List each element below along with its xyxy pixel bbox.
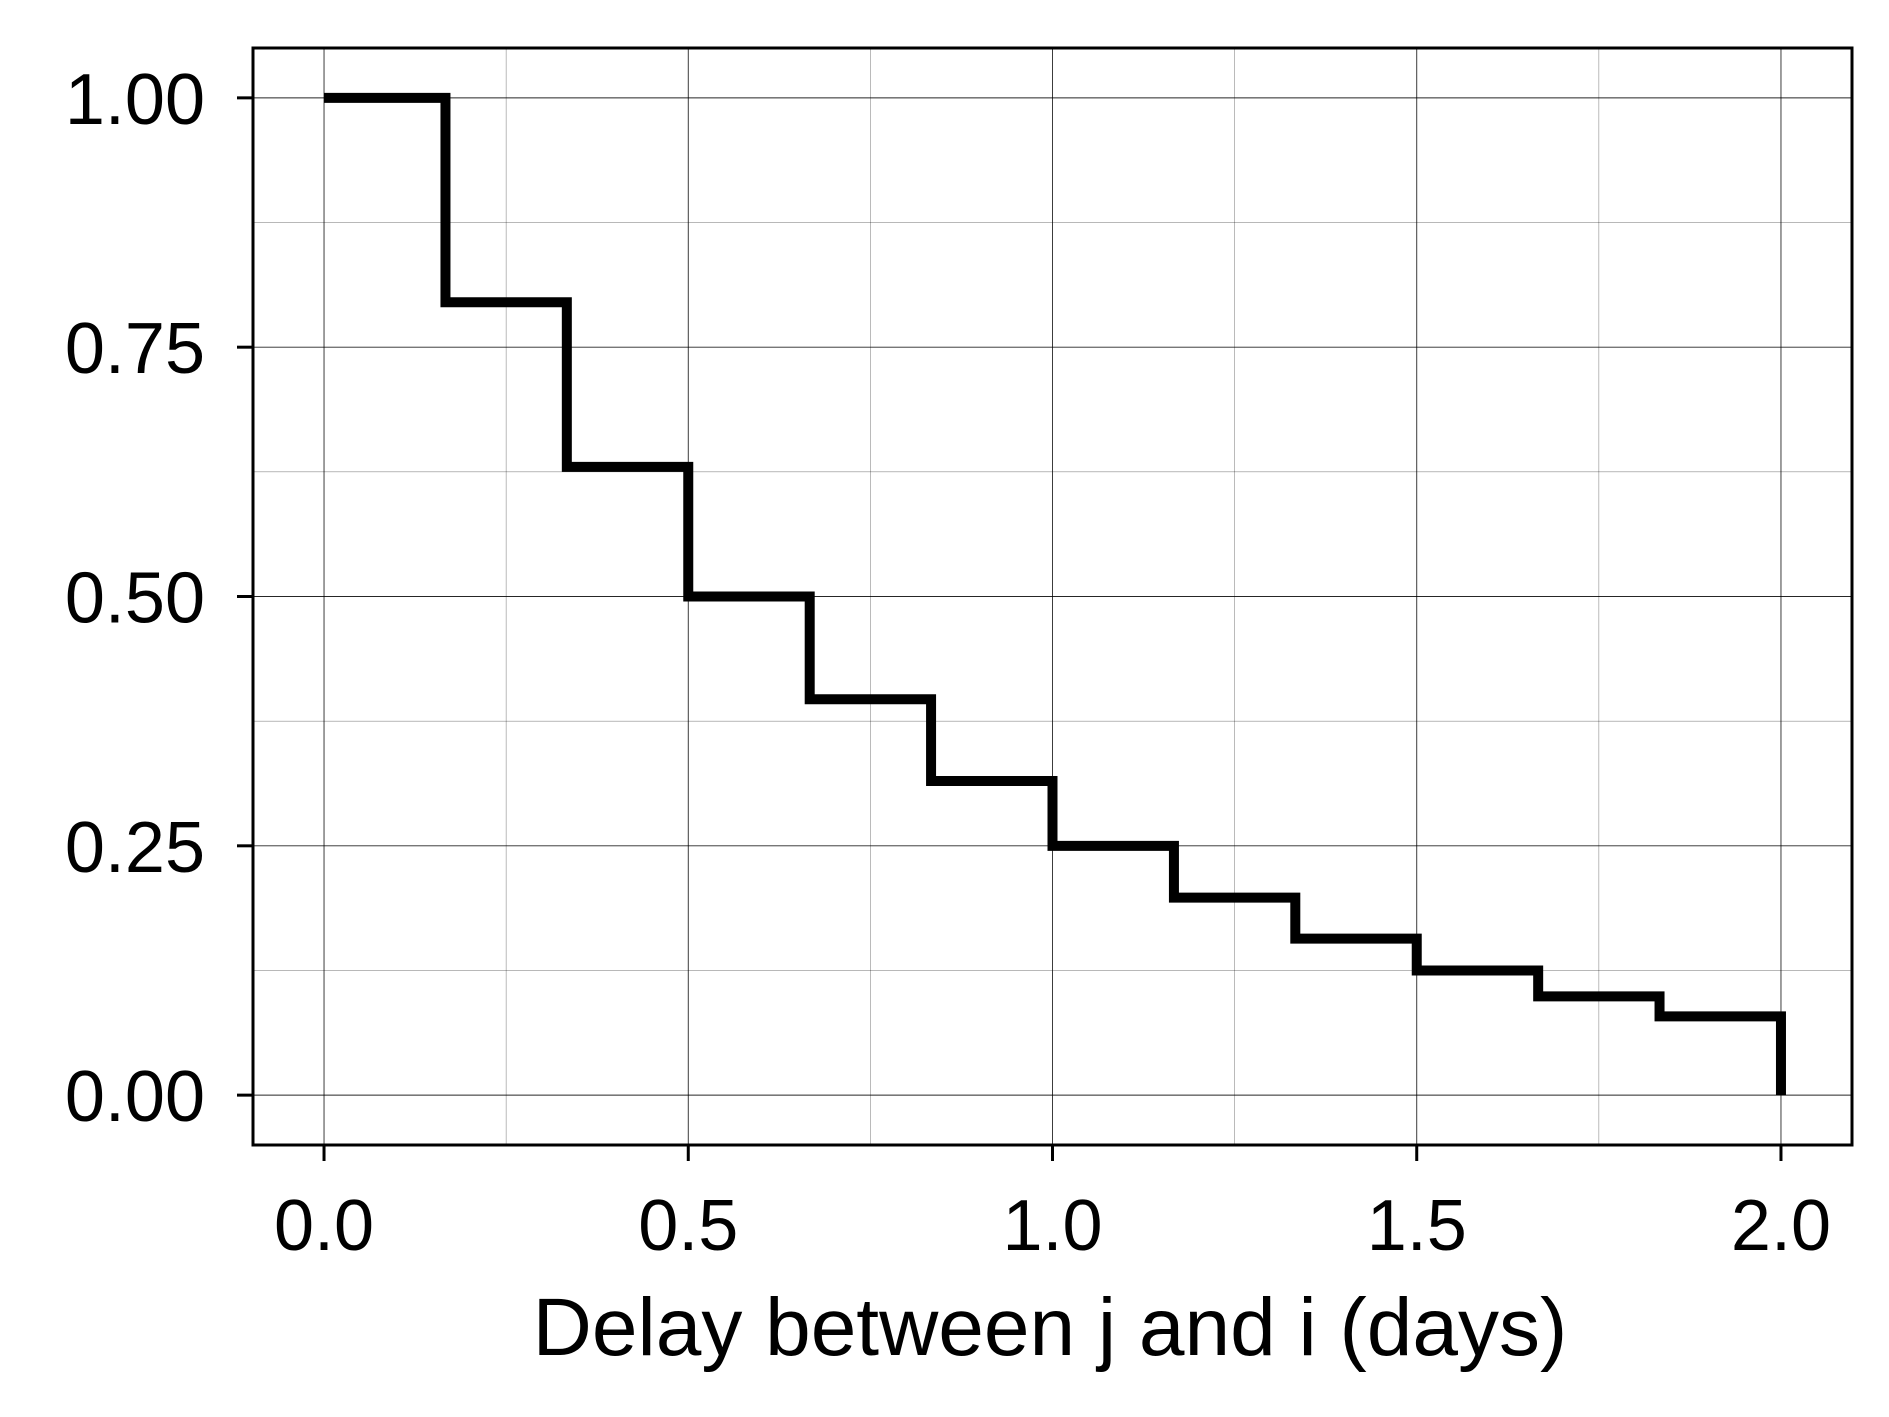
x-tick-label: 1.5 bbox=[1367, 1186, 1467, 1266]
x-tick-label: 0.5 bbox=[638, 1186, 738, 1266]
y-tick-label: 0.50 bbox=[65, 559, 205, 639]
y-tick-label: 1.00 bbox=[65, 60, 205, 140]
y-tick-label: 0.25 bbox=[65, 808, 205, 888]
x-tick-label: 2.0 bbox=[1731, 1186, 1831, 1266]
y-tick-label: 0.00 bbox=[65, 1057, 205, 1137]
series-layer bbox=[324, 92, 1786, 1096]
y-tick-label: 0.75 bbox=[65, 309, 205, 389]
x-axis-title: Delay between j and i (days) bbox=[533, 1282, 1568, 1373]
x-tick-label: 1.0 bbox=[1002, 1186, 1102, 1266]
x-tick-label: 0.0 bbox=[274, 1186, 374, 1266]
x-axis-ticks: 0.0 0.5 1.0 1.5 2.0 bbox=[274, 1145, 1831, 1266]
series-step-line bbox=[324, 92, 1786, 1096]
major-gridlines bbox=[253, 48, 1852, 1145]
y-axis-ticks: 0.00 0.25 0.50 0.75 1.00 bbox=[65, 60, 253, 1137]
